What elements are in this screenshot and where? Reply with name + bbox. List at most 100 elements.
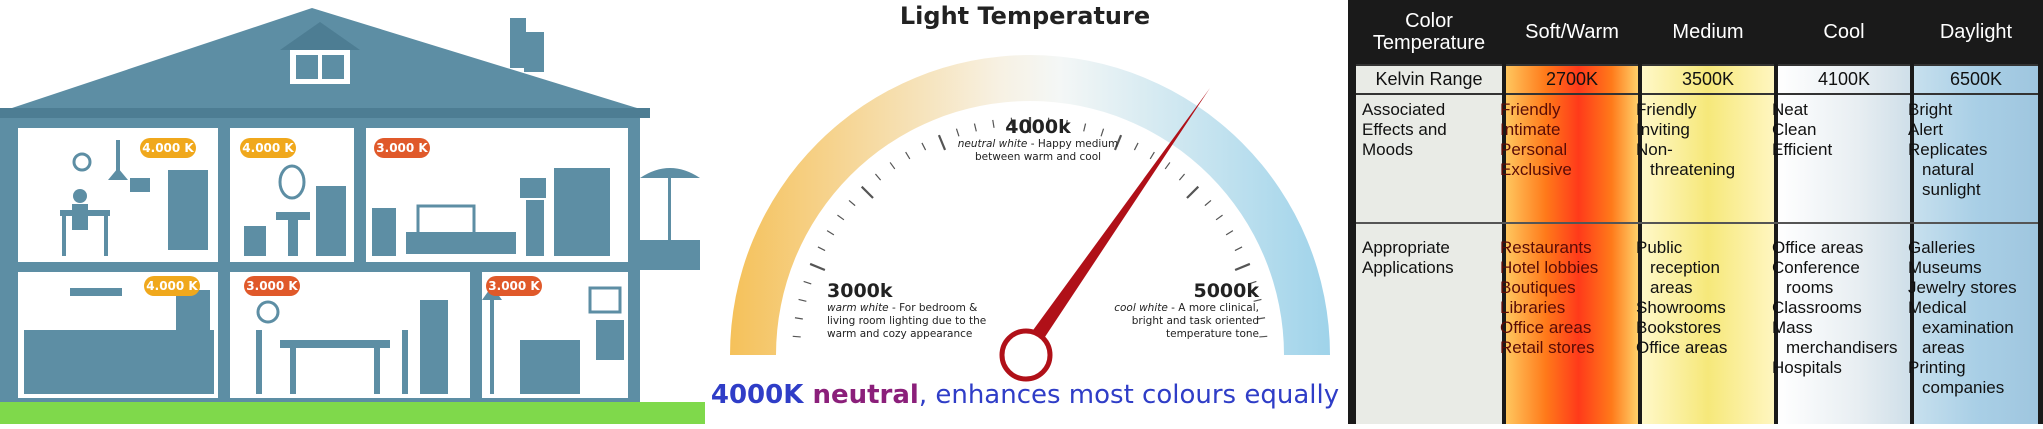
gauge-tick [1149, 151, 1155, 160]
color-temperature-table: Color Temperature Kelvin Range Associate… [1348, 0, 2043, 424]
header-cool: Cool [1778, 0, 1910, 64]
application-item: reception [1650, 258, 1720, 277]
gauge-ticks [792, 117, 1268, 338]
header-medium: Medium [1642, 0, 1774, 64]
header-corner: Color Temperature [1356, 0, 1502, 64]
gauge-tick [1133, 142, 1139, 151]
effect-item: Clean [1772, 120, 1817, 139]
application-item: Hospitals [1772, 358, 1842, 377]
application-item: Galleries [1908, 238, 1976, 257]
header-cool-text: Cool [1823, 21, 1865, 43]
gauge-tick [1259, 335, 1268, 338]
application-item: Office areas [1636, 338, 1728, 357]
badge-bedroom: 3.000 K [374, 138, 430, 158]
kelvin-soft-warm-text: 2700K [1545, 69, 1599, 89]
effect-item: sunlight [1922, 180, 1981, 199]
gauge-tick [889, 162, 896, 170]
applications-soft-warm: Restaurants Hotel lobbies Boutiques Libr… [1500, 238, 1636, 358]
corner-text: Color Temperature [1372, 10, 1486, 54]
kelvin-medium: 3500K [1642, 64, 1774, 95]
gauge-needle [1020, 88, 1210, 358]
application-item: Boutiques [1500, 278, 1576, 297]
label-cool: 5000k cool white - A more clinical, brig… [1089, 280, 1259, 341]
header-daylight: Daylight [1914, 0, 2038, 64]
neutral-desc: - Happy medium between warm and cool [974, 138, 1119, 163]
kelvin-cool: 4100K [1778, 64, 1910, 95]
effect-item: Efficient [1772, 140, 1833, 159]
daylight-column [1914, 0, 2038, 424]
effect-item: Friendly [1636, 100, 1697, 119]
badge-dining: 3.000 K [244, 276, 300, 296]
gauge-tick [905, 151, 911, 160]
gauge-tick [1164, 162, 1171, 170]
gauge-tick [792, 335, 801, 338]
gauge-tick [1047, 117, 1050, 126]
application-item: examination [1922, 318, 2014, 337]
house-drawing [0, 0, 705, 424]
kelvin-label: Kelvin Range [1356, 64, 1502, 95]
application-item: Medical [1908, 298, 1967, 317]
cool-value: 5000k [1193, 280, 1259, 302]
application-item: Libraries [1500, 298, 1566, 317]
applications-daylight: Galleries Museums Jewelry stores Medical… [1908, 238, 2040, 398]
gauge-caption: 4000K neutral, enhances most colours equ… [705, 380, 1345, 410]
warm-mode: warm white [827, 302, 889, 314]
gauge-tick [1065, 119, 1068, 128]
applications-label: Appropriate Applications [1362, 238, 1454, 277]
gauge-tick [1083, 123, 1087, 132]
cool-desc: - A more clinical, bright and task orien… [1131, 302, 1259, 340]
gauge-tick [874, 173, 882, 181]
gauge-tick [1257, 317, 1266, 320]
effect-item: Inviting [1636, 120, 1690, 139]
effects-soft-warm: Friendly Intimate Personal Exclusive [1500, 100, 1630, 180]
header-medium-text: Medium [1672, 21, 1744, 43]
effect-item: Replicates [1908, 140, 1988, 159]
gauge-tick [848, 199, 856, 207]
gauge-tick [1234, 262, 1251, 272]
gauge-tick [1100, 128, 1105, 137]
caption-value: 4000K [710, 380, 813, 410]
gauge-tick [1178, 173, 1186, 181]
gauge-tick [1113, 134, 1123, 151]
kelvin-label-text: Kelvin Range [1375, 69, 1483, 89]
badge-bathroom: 4.000 K [240, 138, 296, 158]
application-item: areas [1650, 278, 1693, 297]
application-item: Printing [1908, 358, 1966, 377]
cool-column [1778, 0, 1910, 424]
effect-item: threatening [1650, 160, 1736, 179]
warm-value: 3000k [827, 280, 893, 302]
kelvin-medium-text: 3500K [1681, 69, 1735, 89]
effects-cool: Neat Clean Efficient [1772, 100, 1902, 160]
application-item: areas [1922, 338, 1965, 357]
badge-office: 4.000 K [140, 138, 196, 158]
gauge-tick [1186, 185, 1200, 199]
badge-kitchen: 4.000 K [144, 276, 200, 296]
warm-desc: - For bedroom & living room lighting due… [827, 302, 987, 340]
application-item: Classrooms [1772, 298, 1862, 317]
gauge-tick [921, 142, 927, 151]
badge-living: 3.000 K [486, 276, 542, 296]
applications-cool: Office areas Conference rooms Classrooms… [1772, 238, 1912, 378]
gauge-tick [955, 128, 960, 137]
application-item: Bookstores [1636, 318, 1722, 337]
attic-window [280, 22, 360, 84]
gauge-tick [992, 119, 995, 128]
application-item: Jewelry stores [1908, 278, 2017, 297]
application-item: Museums [1908, 258, 1982, 277]
gauge-tick [798, 298, 807, 302]
gauge-hub [999, 328, 1053, 382]
gauge-tick [809, 262, 826, 272]
application-item: Showrooms [1636, 298, 1726, 317]
effect-item: Bright [1908, 100, 1953, 119]
effects-daylight: Bright Alert Replicates natural sunlight [1908, 100, 2036, 200]
effect-item: Friendly [1500, 100, 1561, 119]
gauge-tick [860, 185, 874, 199]
caption-neutral: neutral [812, 380, 919, 410]
header-soft-warm-text: Soft/Warm [1525, 21, 1619, 43]
gauge-tick [973, 123, 977, 132]
label-neutral: 4000k neutral white - Happy medium betwe… [953, 116, 1123, 164]
application-item: Mass [1772, 318, 1813, 337]
gauge-tick [1010, 117, 1013, 126]
effect-item: Exclusive [1500, 160, 1572, 179]
light-temperature-gauge: Light Temperature 4000k neutral white - … [705, 0, 1345, 424]
